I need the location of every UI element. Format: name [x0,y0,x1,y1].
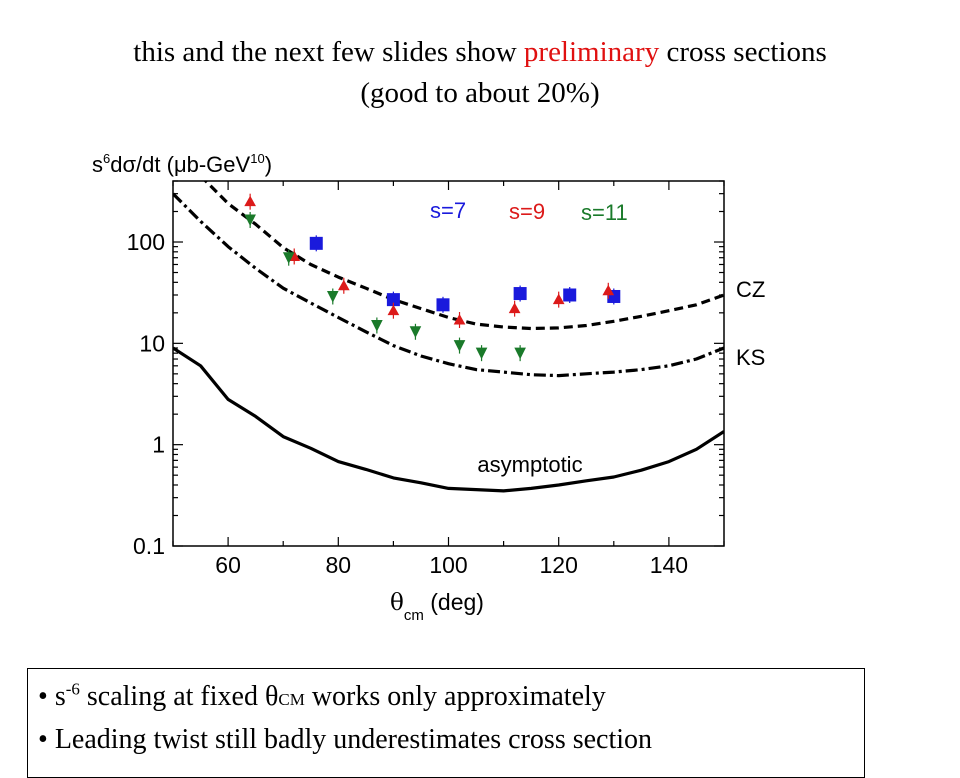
point-s11 [475,347,488,360]
x-tick-label: 60 [215,552,241,578]
point-s11 [514,347,526,360]
point-s11 [409,326,422,338]
title-text-after: cross sections [659,36,827,68]
point-s7 [309,236,323,250]
y-tick-label: 1 [152,432,165,458]
curve-label-ks: KS [736,345,765,370]
notes-box: • s-6 scaling at fixed θCM works only ap… [27,668,865,778]
note-1: • s-6 scaling at fixed θCM works only ap… [38,677,864,720]
y-tick-label: 10 [139,330,165,356]
point-s9 [244,195,256,207]
point-s9 [453,313,466,325]
note-1-post: works only approximately [304,681,606,712]
point-s9 [508,302,521,314]
y-tick-label: 0.1 [133,533,165,559]
point-s11 [244,214,256,227]
point-s9 [552,293,565,305]
x-tick-label: 120 [540,552,578,578]
curve-label-asymptotic: asymptotic [477,452,582,477]
legend-s11: s=11 [581,200,628,225]
point-s7 [436,298,450,312]
point-s11 [453,340,466,352]
point-s7 [563,288,577,302]
x-tick-label: 80 [326,552,352,578]
slide-title: this and the next few slides show prelim… [0,32,960,114]
x-tick-label: 100 [429,552,467,578]
title-text-before: this and the next few slides show [133,36,524,68]
y-axis-label: s6dσ/dt (μb-GeV10) [92,151,272,177]
x-tick-label: 140 [650,552,688,578]
bullet: • [38,724,48,755]
point-s7 [513,287,527,301]
legend-s9: s=9 [509,199,545,224]
curve-asymptotic [173,346,724,493]
point-s9 [387,304,400,316]
curve-cz [203,181,724,331]
point-s11 [371,319,383,332]
title-line2: (good to about 20%) [360,77,600,109]
note-1-sup: -6 [65,679,80,699]
note-2: • Leading twist still badly underestimat… [38,720,864,760]
legend-s7: s=7 [430,198,466,223]
note-1-mid: scaling at fixed θ [79,681,279,712]
point-s11 [326,290,339,303]
point-s11 [282,252,295,264]
point-s9 [602,284,615,296]
cross-section-chart: 60 80 100 120 140 0.1 1 10 100 s6dσ/dt (μb-GeV10)… [92,151,765,624]
y-tick-label: 100 [127,229,165,255]
note-2-text: Leading twist still badly underestimates… [54,724,653,755]
note-1-pre: s [54,681,66,712]
note-1-sub: CM [278,690,305,709]
bullet: • [38,681,48,712]
title-highlight: preliminary [523,36,660,68]
curve-label-cz: CZ [736,277,765,302]
x-axis-label: θcm (deg) [390,589,484,624]
point-s9 [337,279,350,291]
curve-ks [173,192,724,378]
